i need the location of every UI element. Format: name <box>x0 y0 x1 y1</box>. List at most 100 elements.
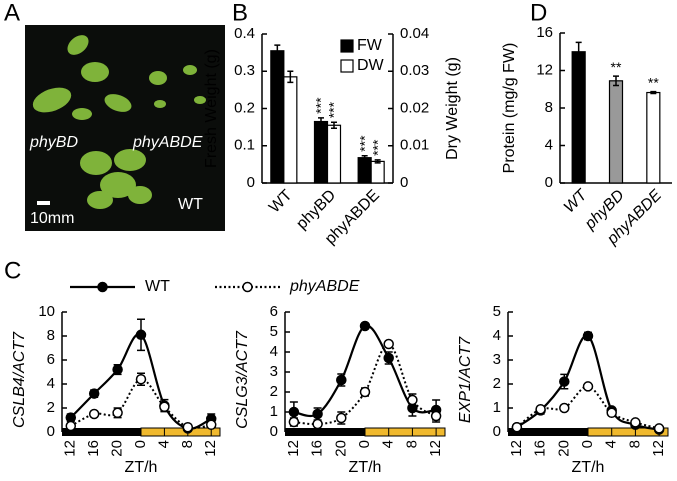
y-tick-label: 0 <box>247 174 255 191</box>
x-tick-label: 8 <box>179 440 196 448</box>
y-tick-label: 0.1 <box>234 137 255 154</box>
x-tick-label: 20 <box>332 440 349 457</box>
error-bar <box>650 90 657 95</box>
point <box>383 338 394 350</box>
error-bar <box>331 121 337 129</box>
x-axis-label: ZT/h <box>572 459 605 476</box>
y-axis-label: Dry Weight (g) <box>444 57 461 160</box>
point <box>559 402 570 414</box>
plants <box>32 35 206 209</box>
photo-label: phyABDE <box>132 134 203 151</box>
y-tick-label: 4 <box>47 375 55 392</box>
y-tick-label: 0.2 <box>234 99 255 116</box>
panel-letter: C <box>4 257 21 284</box>
error-bar <box>361 155 368 161</box>
legend-marker <box>242 281 253 293</box>
y-tick-label: 1 <box>493 399 501 416</box>
point <box>312 408 323 420</box>
legend-label: DW <box>357 57 385 74</box>
bar <box>646 91 661 184</box>
light-period <box>364 427 446 437</box>
x-tick-label: 4 <box>603 440 620 448</box>
x-tick-label: 8 <box>403 440 420 448</box>
point <box>606 407 617 419</box>
bar <box>326 124 342 184</box>
y-tick-label: 0.04 <box>400 25 429 42</box>
error-bar <box>318 117 324 127</box>
point <box>88 388 100 399</box>
panel-letter: D <box>530 0 547 26</box>
y-axis-label: Protein (mg/g FW) <box>501 43 518 174</box>
dark-period <box>508 428 588 436</box>
point <box>65 420 77 432</box>
photo-label: WT <box>178 196 203 213</box>
y-tick-label: 3 <box>493 351 501 368</box>
x-tick-label: 16 <box>309 440 326 457</box>
panel-letter: B <box>232 0 248 26</box>
y-tick-label: 3 <box>270 363 278 380</box>
dark-period <box>62 428 141 436</box>
significance: *** <box>356 135 372 152</box>
point <box>88 408 100 420</box>
y-tick-label: 2 <box>47 399 55 416</box>
dark-period <box>285 428 365 436</box>
y-tick-label: 0.01 <box>400 137 429 154</box>
point <box>407 394 418 406</box>
point <box>159 401 170 413</box>
significance: *** <box>326 101 342 118</box>
point <box>288 406 300 418</box>
point <box>112 407 123 419</box>
y-tick-label: 4 <box>270 343 278 360</box>
legend-swatch <box>340 39 354 53</box>
y-tick-label: 0.03 <box>400 62 429 79</box>
bar <box>283 76 298 184</box>
significance: ** <box>648 74 659 90</box>
panel-letter: A <box>4 0 20 26</box>
x-tick-label: WT <box>561 186 591 216</box>
legend-marker <box>97 281 108 293</box>
legend-label: phyABDE <box>289 278 360 295</box>
bar <box>370 160 385 184</box>
y-tick-label: 0 <box>545 174 553 191</box>
scale-bar <box>37 201 50 205</box>
point <box>383 352 394 364</box>
y-tick-label: 4 <box>545 136 553 153</box>
x-tick-label: 8 <box>626 440 643 448</box>
x-tick-label: 12 <box>62 440 79 457</box>
legend-label: WT <box>145 278 170 295</box>
y-tick-label: 4 <box>493 327 501 344</box>
point <box>582 330 594 342</box>
significance: ** <box>611 59 622 75</box>
error-bar <box>575 41 582 62</box>
error-bar <box>287 70 294 84</box>
y-tick-label: 5 <box>493 303 501 320</box>
point <box>336 374 347 386</box>
x-tick-label: 16 <box>532 440 549 457</box>
y-tick-label: 8 <box>545 99 553 116</box>
light-period <box>140 427 221 437</box>
point <box>582 381 594 392</box>
x-tick-label: 16 <box>85 440 102 457</box>
point <box>535 403 546 415</box>
significance: *** <box>369 139 385 156</box>
point <box>135 373 147 385</box>
x-tick-label: 4 <box>380 440 397 448</box>
point <box>336 412 347 424</box>
point <box>288 416 300 428</box>
y-axis-label: CSLB4/ACT7 <box>11 331 28 428</box>
point <box>653 423 665 434</box>
y-tick-label: 2 <box>270 383 278 400</box>
y-tick-label: 0 <box>493 423 501 440</box>
y-tick-label: 0.3 <box>234 62 255 79</box>
y-tick-label: 0.02 <box>400 99 429 116</box>
significance: *** <box>313 97 329 114</box>
point <box>205 419 217 431</box>
photo: 10mm phyBD phyABDE WT <box>25 25 225 231</box>
x-tick-label: 12 <box>508 440 525 457</box>
y-tick-label: 1 <box>270 403 278 420</box>
x-tick-label: 0 <box>356 440 373 448</box>
y-tick-label: 6 <box>270 303 278 320</box>
x-tick-label: 4 <box>155 440 172 448</box>
point <box>312 418 323 430</box>
